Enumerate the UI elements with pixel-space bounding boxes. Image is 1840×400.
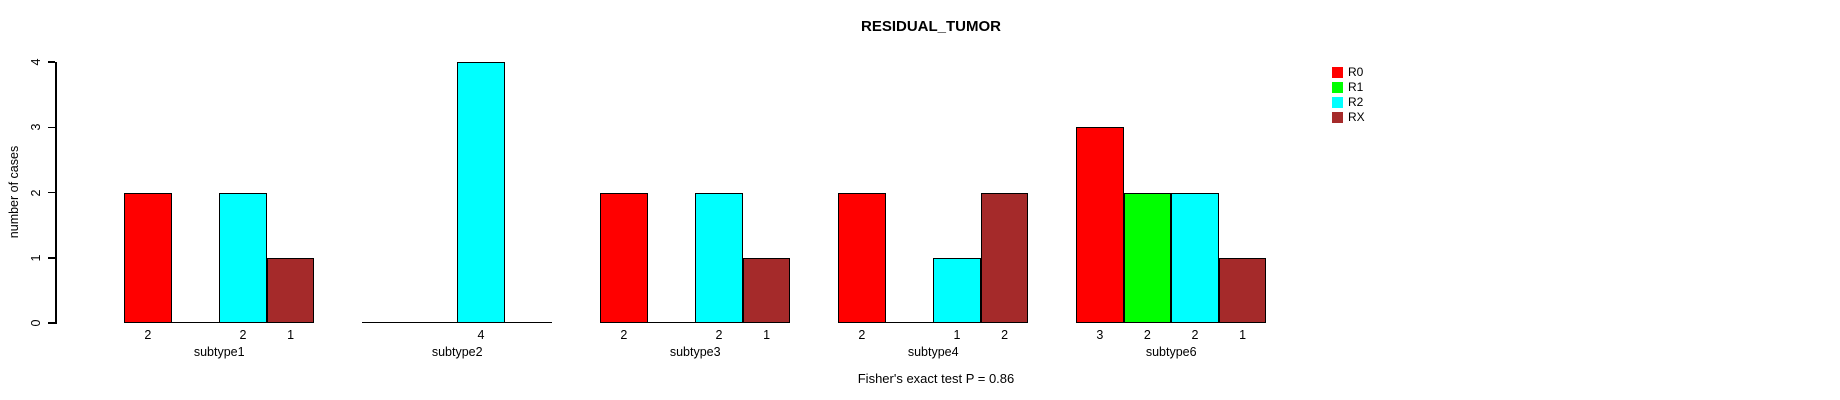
bar-value-label: 2 [239,328,247,342]
bar-r0-subtype6 [1076,127,1124,323]
bar-r2-subtype3 [695,192,743,323]
bar-rx-subtype6 [1218,257,1267,323]
bar-r1-subtype6 [1123,192,1172,323]
bar-value-label: 1 [953,328,961,342]
bar-value-label: 2 [144,328,152,342]
bar-value-label: 2 [1143,328,1151,342]
legend-label-r1: R1 [1348,80,1364,94]
y-axis-tick [48,126,55,128]
bar-r0-subtype3 [600,192,648,323]
y-axis-tick [48,191,55,194]
bar-value-label: 2 [858,328,866,342]
category-label-subtype2: subtype2 [431,345,483,359]
category-label-subtype3: subtype3 [669,345,721,359]
bar-r2-subtype6 [1171,192,1219,323]
bar-rx-subtype3 [742,257,791,323]
legend-item-r1: R1 [1332,81,1363,93]
legend-item-r2: R2 [1332,96,1363,108]
y-axis-label: number of cases [7,145,21,239]
y-axis-tick-label: 0 [29,319,43,327]
legend-swatch-rx [1332,111,1343,123]
y-axis-tick [48,61,55,63]
bar-r2-subtype1 [219,192,267,323]
legend-swatch-r0 [1332,66,1343,78]
y-axis-tick-label: 2 [29,189,43,196]
bar-r0-subtype1 [124,192,172,323]
bar-r2-subtype2 [457,62,505,323]
bar-value-label: 1 [1239,328,1247,342]
bar-r0-subtype4 [838,192,886,323]
legend-swatch-r1 [1332,81,1343,93]
legend-item-rx: RX [1332,111,1365,123]
y-axis-tick [48,322,55,324]
y-axis-line [55,62,57,324]
bar-value-label: 1 [763,328,771,342]
bar-value-label: 3 [1096,328,1104,342]
category-label-subtype6: subtype6 [1145,345,1197,359]
chart-title: RESIDUAL_TUMOR [860,18,1002,35]
bar-value-label: 2 [1001,328,1009,342]
bar-value-label: 2 [1191,328,1199,342]
y-axis-tick-label: 4 [29,58,43,66]
bar-rx-subtype4 [980,192,1029,323]
legend-swatch-r2 [1332,96,1343,108]
fisher-test-annotation: Fisher's exact test P = 0.86 [857,371,1015,386]
y-axis-tick-label: 1 [29,254,43,262]
y-axis-tick [48,257,55,259]
legend-label-r0: R0 [1348,65,1364,79]
bar-rx-subtype1 [266,257,315,323]
y-axis-tick-label: 3 [29,123,43,131]
bar-value-label: 1 [287,328,295,342]
bar-value-label: 2 [715,328,723,342]
bar-value-label: 4 [477,328,485,342]
category-label-subtype1: subtype1 [193,345,245,359]
category-label-subtype4: subtype4 [907,345,959,359]
bar-value-label: 2 [620,328,628,342]
legend-label-r2: R2 [1348,95,1364,109]
legend-item-r0: R0 [1332,66,1363,78]
bar-r2-subtype4 [933,257,981,323]
legend-label-rx: RX [1348,110,1365,124]
